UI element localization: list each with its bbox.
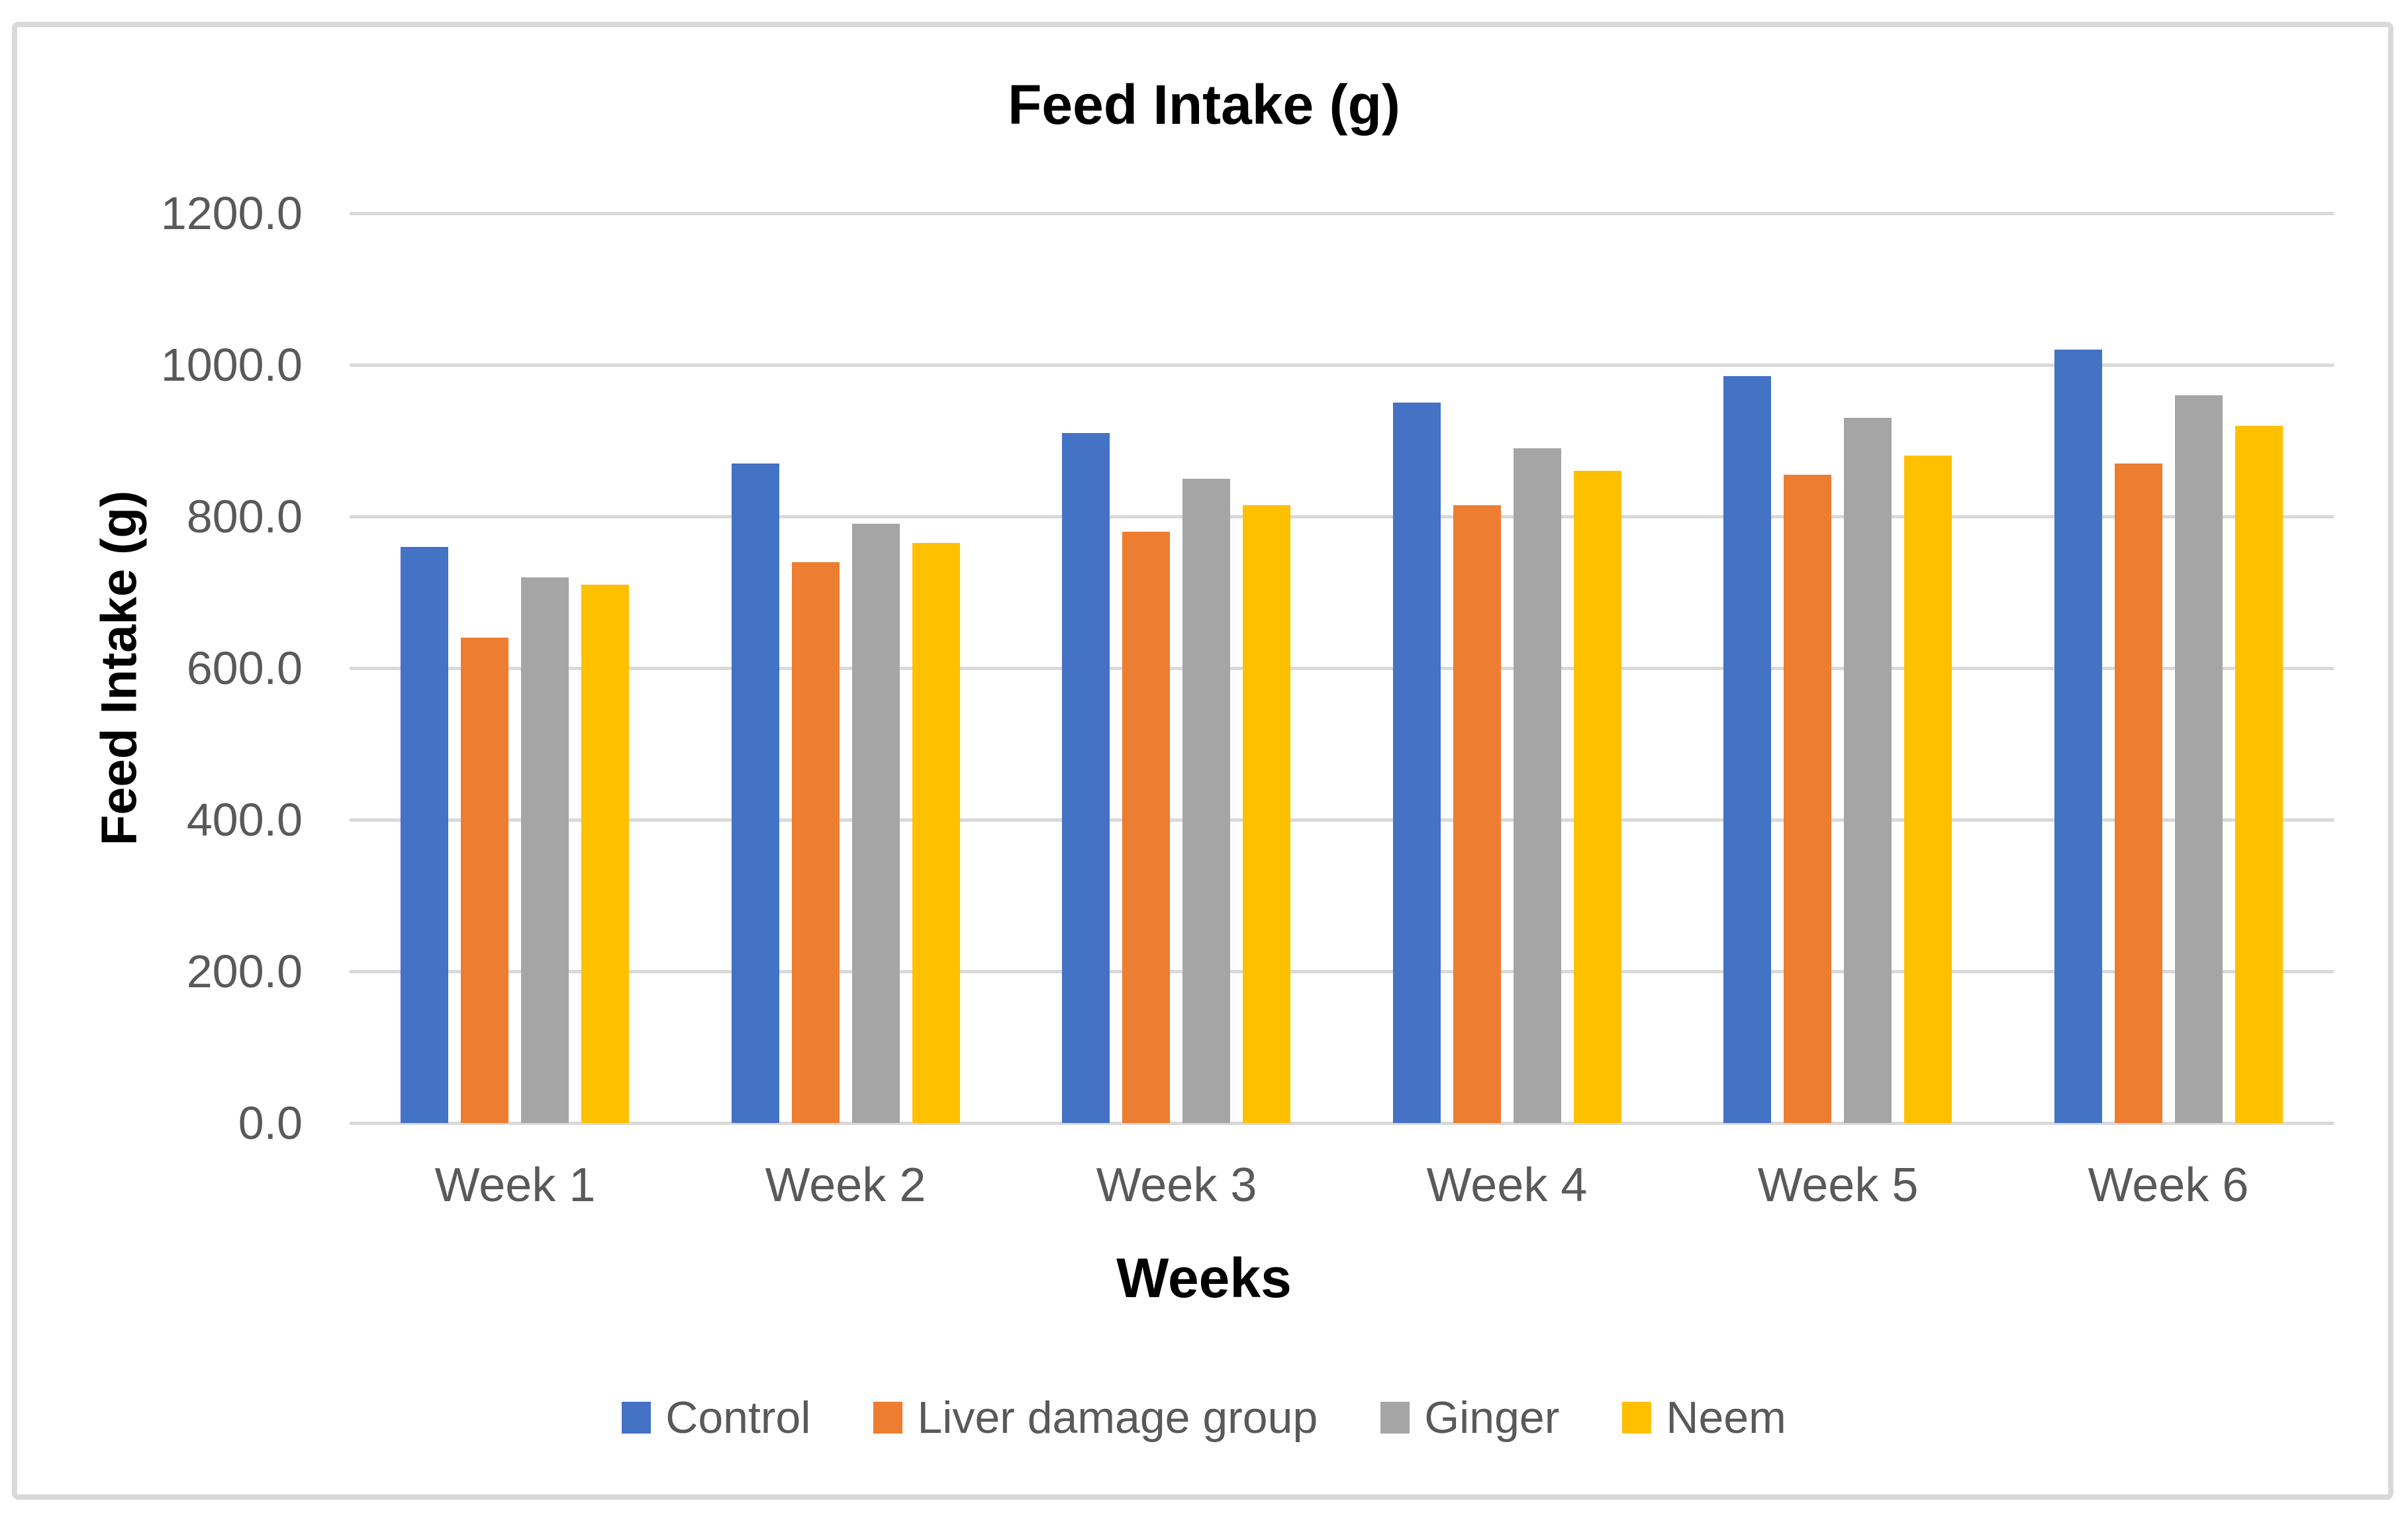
bar-liver-damage-group-week-1 bbox=[461, 638, 508, 1123]
chart-title: Feed Intake (g) bbox=[1008, 73, 1400, 136]
legend-item-liver-damage-group: Liver damage group bbox=[873, 1392, 1318, 1443]
legend-label-neem: Neem bbox=[1666, 1392, 1786, 1443]
x-tick-label-week-4: Week 4 bbox=[1426, 1159, 1588, 1212]
y-tick-label-1200: 1200.0 bbox=[160, 187, 303, 239]
bar-control-week-4 bbox=[1393, 403, 1441, 1123]
y-tick-label-800: 800.0 bbox=[186, 491, 303, 542]
legend-marker-ginger bbox=[1380, 1402, 1410, 1434]
gridline-1000 bbox=[350, 364, 2334, 367]
bar-liver-damage-group-week-4 bbox=[1453, 505, 1501, 1123]
legend-item-ginger: Ginger bbox=[1380, 1392, 1559, 1443]
x-tick-label-week-1: Week 1 bbox=[434, 1159, 596, 1212]
bar-control-week-2 bbox=[732, 464, 779, 1123]
bar-ginger-week-5 bbox=[1844, 418, 1892, 1123]
bar-liver-damage-group-week-2 bbox=[792, 562, 840, 1123]
x-tick-label-week-5: Week 5 bbox=[1757, 1159, 1919, 1212]
bar-neem-week-6 bbox=[2235, 426, 2283, 1123]
bar-ginger-week-4 bbox=[1514, 448, 1561, 1123]
plot-area bbox=[350, 212, 2334, 1125]
legend-item-control: Control bbox=[622, 1392, 810, 1443]
legend-marker-control bbox=[622, 1402, 651, 1434]
bar-control-week-5 bbox=[1723, 376, 1771, 1123]
y-tick-label-400: 400.0 bbox=[186, 794, 303, 846]
bar-liver-damage-group-week-6 bbox=[2115, 464, 2162, 1123]
bar-neem-week-5 bbox=[1904, 456, 1952, 1123]
bar-ginger-week-2 bbox=[852, 524, 900, 1123]
bar-control-week-6 bbox=[2054, 350, 2102, 1123]
bar-liver-damage-group-week-5 bbox=[1784, 475, 1831, 1123]
gridline-0 bbox=[350, 1122, 2334, 1125]
bar-liver-damage-group-week-3 bbox=[1122, 532, 1170, 1123]
gridline-600 bbox=[350, 667, 2334, 670]
gridline-800 bbox=[350, 515, 2334, 518]
gridline-1200 bbox=[350, 212, 2334, 215]
y-tick-label-600: 600.0 bbox=[186, 642, 303, 694]
bar-ginger-week-3 bbox=[1182, 479, 1230, 1123]
bar-neem-week-3 bbox=[1243, 505, 1290, 1123]
x-tick-label-week-2: Week 2 bbox=[765, 1159, 926, 1212]
y-tick-label-200: 200.0 bbox=[186, 946, 303, 997]
x-tick-label-week-3: Week 3 bbox=[1096, 1159, 1257, 1212]
legend: Control Liver damage group Ginger Neem bbox=[0, 1392, 2408, 1443]
y-tick-label-1000: 1000.0 bbox=[160, 339, 303, 391]
legend-label-liver-damage-group: Liver damage group bbox=[917, 1392, 1318, 1443]
y-tick-label-0: 0.0 bbox=[238, 1097, 303, 1149]
legend-label-ginger: Ginger bbox=[1424, 1392, 1560, 1443]
bar-neem-week-4 bbox=[1574, 471, 1621, 1123]
bar-control-week-3 bbox=[1062, 433, 1110, 1123]
bar-neem-week-1 bbox=[581, 585, 629, 1123]
bar-ginger-week-1 bbox=[521, 577, 569, 1123]
gridline-400 bbox=[350, 818, 2334, 822]
legend-label-control: Control bbox=[665, 1392, 811, 1443]
gridline-200 bbox=[350, 970, 2334, 973]
bar-ginger-week-6 bbox=[2175, 395, 2223, 1123]
x-tick-label-week-6: Week 6 bbox=[2088, 1159, 2249, 1212]
legend-marker-liver-damage-group bbox=[873, 1402, 903, 1434]
legend-marker-neem bbox=[1622, 1402, 1652, 1434]
bar-neem-week-2 bbox=[912, 543, 960, 1123]
legend-item-neem: Neem bbox=[1622, 1392, 1786, 1443]
bar-control-week-1 bbox=[401, 547, 448, 1123]
x-axis-title: Weeks bbox=[1116, 1247, 1292, 1309]
